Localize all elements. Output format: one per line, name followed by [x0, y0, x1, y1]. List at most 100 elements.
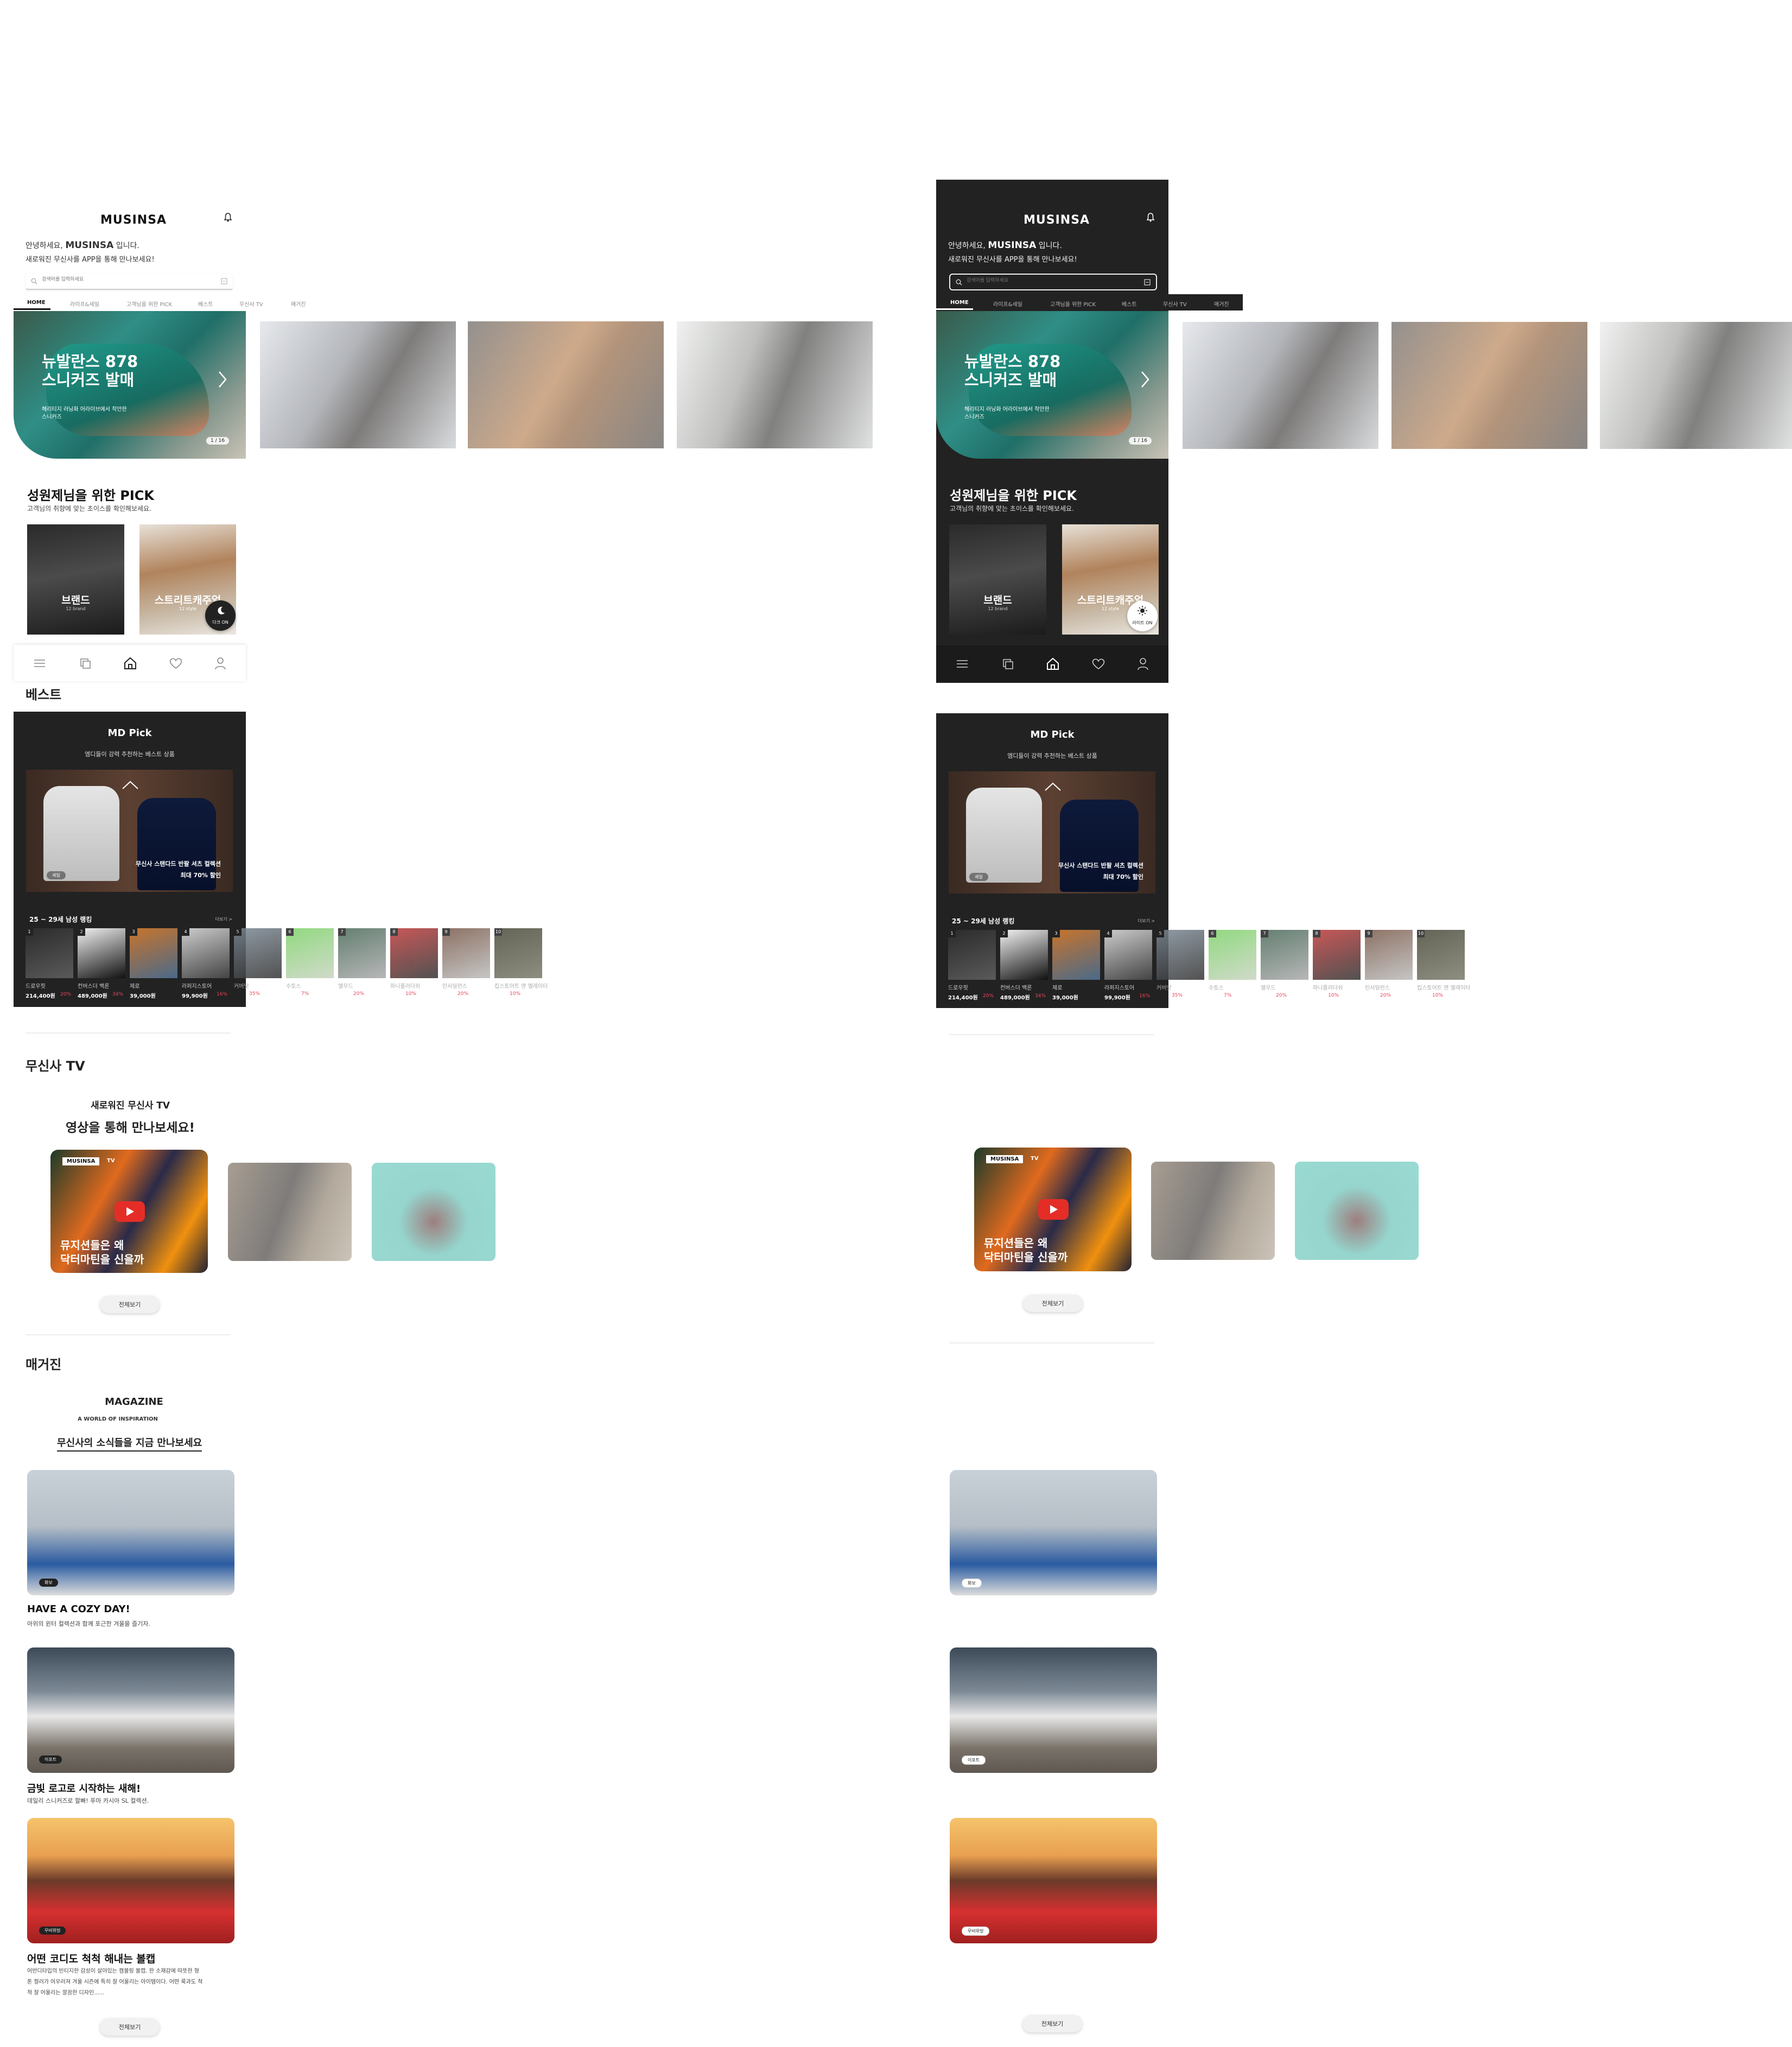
search-bar-dark[interactable]	[949, 274, 1157, 290]
tab-tv[interactable]: 무신사 TV	[1163, 302, 1187, 308]
ranking-item-name[interactable]: 인사일런스	[1365, 985, 1390, 991]
ranking-item-name[interactable]: 드로우핏	[26, 984, 46, 990]
ranking-item-name[interactable]: 킵스토어트 앤 엘레이터	[494, 984, 548, 990]
search-input-dark[interactable]	[967, 277, 1129, 283]
tab-magazine[interactable]: 매거진	[291, 302, 306, 308]
ranking-item-name[interactable]: 커버낫	[1156, 985, 1172, 991]
tv-video-2[interactable]	[1151, 1162, 1275, 1260]
magazine-article-1-image[interactable]: 화보	[27, 1470, 234, 1595]
tv-video-main[interactable]: MUSINSA TV 뮤지션들은 왜 닥터마틴을 신을까	[50, 1150, 208, 1273]
magazine-article-2-image[interactable]: 이포트	[27, 1647, 234, 1773]
ranking-item-image[interactable]: 3	[1052, 930, 1100, 980]
magazine-article-3-title[interactable]: 어떤 코디도 척척 해내는 볼캡	[27, 1953, 156, 1965]
ranking-item-name[interactable]: 엘무드	[338, 984, 353, 990]
tab-life-sale[interactable]: 라이프&세일	[993, 302, 1022, 308]
ranking-item-image[interactable]: 7	[338, 928, 386, 978]
ranking-item-image[interactable]: 1	[26, 928, 73, 978]
ranking-item-image[interactable]: 4	[1104, 930, 1152, 980]
magazine-article-1-image-dark[interactable]: 화보	[950, 1470, 1157, 1595]
youtube-play-icon[interactable]	[115, 1201, 145, 1222]
ranking-item-name[interactable]: 제로	[130, 984, 140, 990]
qr-scan-icon[interactable]	[1144, 279, 1151, 286]
ranking-more[interactable]: 더보기 >	[1138, 918, 1155, 923]
app-logo-dark[interactable]: MUSINSA	[1024, 213, 1090, 227]
tv-more-button-dark[interactable]: 전체보기	[1023, 1295, 1083, 1312]
heart-icon[interactable]	[1091, 658, 1105, 670]
tab-magazine[interactable]: 매거진	[1214, 302, 1229, 308]
search-input[interactable]	[42, 276, 205, 282]
md-pick-image[interactable]: 세일 무신사 스탠다드 반팔 셔츠 컬렉션 최대 70% 할인	[26, 770, 233, 892]
magazine-article-3-image[interactable]: 무비위빙	[27, 1818, 234, 1943]
magazine-article-3-image-dark[interactable]: 무비위빙	[950, 1818, 1157, 1943]
tv-video-2[interactable]	[228, 1163, 352, 1261]
ranking-item-name[interactable]: 인사일런스	[442, 984, 467, 990]
banner-slide-4[interactable]	[677, 321, 873, 448]
magazine-article-2-image-dark[interactable]: 이포트	[950, 1647, 1157, 1773]
youtube-play-icon[interactable]	[1038, 1199, 1069, 1220]
ranking-item-image[interactable]: 9	[442, 928, 490, 978]
magazine-more-button[interactable]: 전체보기	[100, 2018, 160, 2036]
ranking-item-name[interactable]: 드로우핏	[948, 985, 968, 991]
tab-best[interactable]: 베스트	[198, 302, 213, 308]
ranking-item-name[interactable]: 엘무드	[1261, 985, 1276, 991]
ranking-item-image[interactable]: 5	[1156, 930, 1204, 980]
ranking-more[interactable]: 더보기 >	[215, 917, 232, 922]
qr-scan-icon[interactable]	[221, 278, 227, 284]
tv-video-3[interactable]	[1295, 1162, 1419, 1260]
tab-best[interactable]: 베스트	[1122, 302, 1137, 308]
ranking-item-image[interactable]: 1	[948, 930, 996, 980]
copy-icon[interactable]	[1001, 657, 1014, 670]
tab-pick[interactable]: 고객님을 위한 PICK	[1050, 302, 1096, 308]
chevron-up-icon[interactable]	[1044, 781, 1062, 792]
copy-icon[interactable]	[79, 657, 92, 670]
app-logo[interactable]: MUSINSA	[100, 213, 167, 227]
ranking-item-image[interactable]: 6	[1209, 930, 1256, 980]
ranking-item-image[interactable]: 6	[286, 928, 334, 978]
ranking-item-image[interactable]: 3	[130, 928, 177, 978]
user-icon[interactable]	[214, 657, 226, 670]
ranking-item-image[interactable]: 7	[1261, 930, 1308, 980]
tab-life-sale[interactable]: 라이프&세일	[70, 302, 99, 308]
ranking-item-image[interactable]: 8	[390, 928, 438, 978]
menu-icon[interactable]	[956, 658, 969, 669]
ranking-item-name[interactable]: 컨버스더 백론	[1000, 985, 1032, 991]
tab-pick[interactable]: 고객님을 위한 PICK	[126, 302, 173, 308]
magazine-more-button-dark[interactable]: 전체보기	[1022, 2015, 1082, 2032]
main-banner-dark[interactable]: 뉴발란스 878 스니커즈 발매 헤리티지 러닝화 어라이브에서 착안한 스니커…	[936, 311, 1168, 459]
tv-video-main-dark[interactable]: MUSINSA TV 뮤지션들은 왜 닥터마틴을 신을까	[974, 1148, 1132, 1271]
ranking-item-image[interactable]: 8	[1313, 930, 1361, 980]
ranking-item-name[interactable]: 컨버스더 백론	[78, 984, 110, 990]
search-bar[interactable]	[26, 274, 233, 290]
md-pick-image[interactable]: 세일 무신사 스탠다드 반팔 셔츠 컬렉션 최대 70% 할인	[949, 771, 1155, 893]
menu-icon[interactable]	[33, 658, 46, 669]
bell-icon[interactable]	[224, 212, 232, 222]
chevron-right-icon[interactable]	[217, 370, 228, 389]
banner-slide-3[interactable]	[468, 321, 664, 448]
user-icon[interactable]	[1137, 657, 1149, 670]
tv-video-3[interactable]	[372, 1163, 495, 1261]
magazine-article-2-title[interactable]: 금빛 로고로 시작하는 새해!	[27, 1783, 141, 1795]
tab-tv[interactable]: 무신사 TV	[239, 302, 263, 308]
ranking-item-name[interactable]: 수토스	[286, 984, 301, 990]
ranking-item-name[interactable]: 라퍼지스토어	[1104, 985, 1135, 991]
ranking-item-image[interactable]: 10	[1417, 930, 1465, 980]
tab-home[interactable]: HOME	[950, 300, 969, 306]
tab-home[interactable]: HOME	[27, 300, 46, 306]
home-icon[interactable]	[1046, 657, 1060, 671]
ranking-item-name[interactable]: 파니플러더쉬	[390, 984, 421, 990]
ranking-item-image[interactable]: 10	[494, 928, 542, 978]
ranking-item-image[interactable]: 9	[1365, 930, 1413, 980]
dark-mode-toggle[interactable]: 다크 ON	[205, 600, 236, 631]
home-icon[interactable]	[123, 656, 137, 670]
ranking-item-name[interactable]: 킵스토어트 앤 엘레이터	[1417, 985, 1471, 991]
banner-slide-4[interactable]	[1600, 322, 1792, 449]
chevron-right-icon[interactable]	[1140, 370, 1151, 389]
magazine-article-1-title[interactable]: HAVE A COZY DAY!	[27, 1604, 130, 1615]
pick-card-brand[interactable]: 브랜드 12 brand	[949, 524, 1046, 635]
banner-slide-2[interactable]	[1183, 322, 1378, 449]
ranking-item-name[interactable]: 제로	[1052, 985, 1063, 991]
ranking-item-image[interactable]: 2	[1000, 930, 1048, 980]
ranking-item-name[interactable]: 파니플러더쉬	[1313, 985, 1343, 991]
main-banner[interactable]: 뉴발란스 878 스니커즈 발매 헤리티지 러닝화 어라이브에서 착안한 스니커…	[14, 311, 246, 459]
ranking-item-image[interactable]: 4	[182, 928, 230, 978]
